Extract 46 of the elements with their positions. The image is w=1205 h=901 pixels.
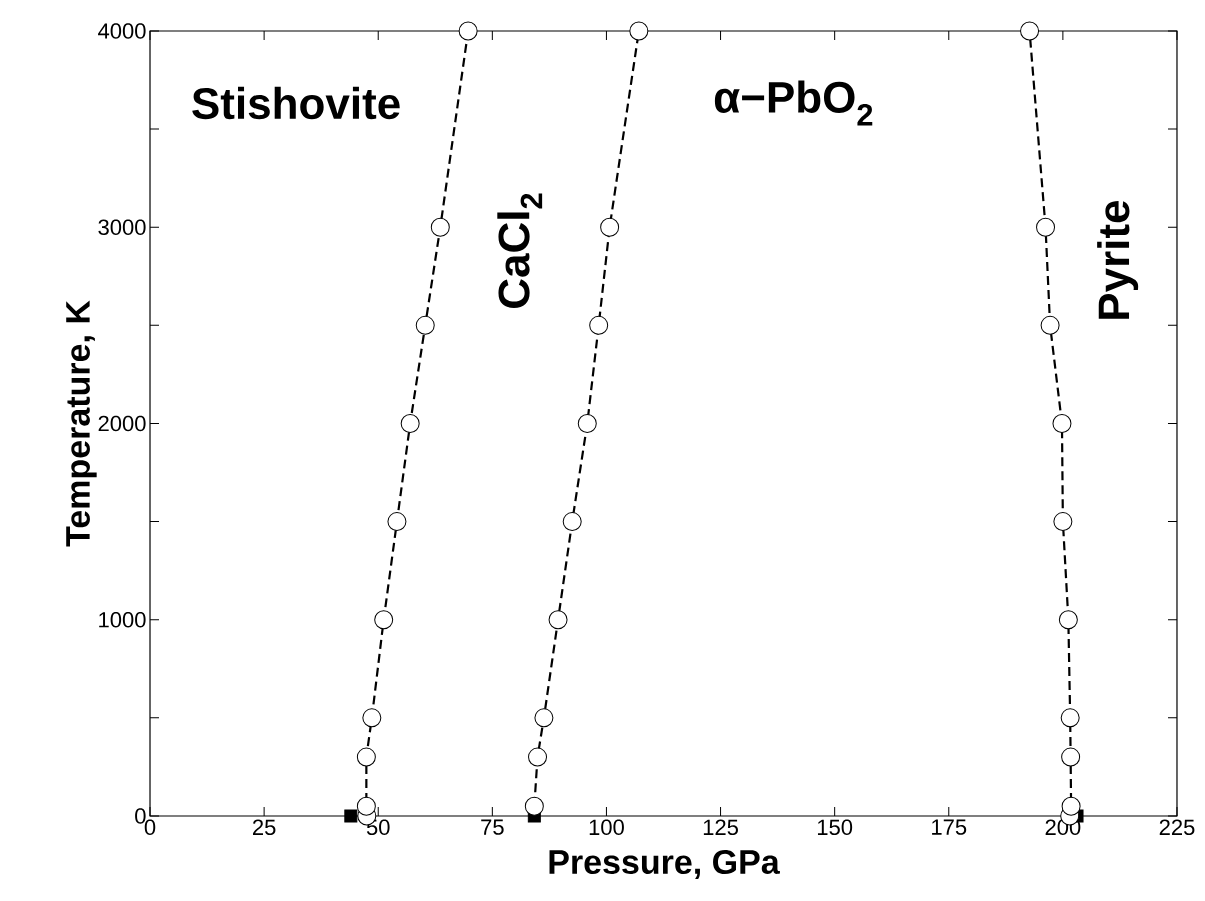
point <box>1036 217 1056 237</box>
point <box>1020 21 1040 41</box>
point <box>356 796 376 816</box>
point <box>356 747 376 767</box>
annotation: α−PbO$_{2}$ <box>714 80 873 126</box>
point <box>600 217 620 237</box>
point <box>1052 413 1072 433</box>
point <box>1040 315 1060 335</box>
annotation: Stishovite <box>192 86 400 120</box>
x-tick-label: 150 <box>817 819 853 836</box>
x-tick-label: 175 <box>932 819 967 835</box>
point <box>458 21 478 41</box>
x-tick-label: 125 <box>703 819 738 836</box>
y-tick-label: 1000 <box>99 611 146 628</box>
y-tick-label: 2000 <box>98 415 146 432</box>
y-tick-label: 4000 <box>98 23 146 39</box>
x-tick-label: 25 <box>252 819 276 836</box>
y-axis-title: Temperature, K <box>66 300 97 547</box>
point <box>629 21 649 41</box>
point <box>548 610 568 630</box>
point <box>1053 512 1073 532</box>
point <box>1061 796 1081 816</box>
point <box>589 315 609 335</box>
y-tick-label: 0 <box>135 808 146 824</box>
point <box>524 796 544 816</box>
point <box>362 708 382 728</box>
point <box>374 610 394 630</box>
annotation: Pyrite <box>1097 200 1139 319</box>
point <box>387 512 407 532</box>
annotation: CaCl$_{2}$ <box>497 193 543 308</box>
x-axis-title: Pressure, GPa <box>549 849 780 879</box>
point <box>344 809 358 823</box>
x-tick-label: 100 <box>589 819 624 836</box>
point <box>430 217 450 237</box>
y-tick-label: 3000 <box>98 219 146 236</box>
point <box>534 708 554 728</box>
point <box>1060 708 1080 728</box>
point <box>400 413 420 433</box>
x-tick-label: 75 <box>481 819 504 835</box>
point <box>415 315 435 335</box>
point <box>562 512 582 532</box>
point <box>528 747 548 767</box>
point <box>577 413 597 433</box>
x-tick-label: 225 <box>1159 819 1195 836</box>
point <box>1058 610 1078 630</box>
point <box>1061 747 1081 767</box>
